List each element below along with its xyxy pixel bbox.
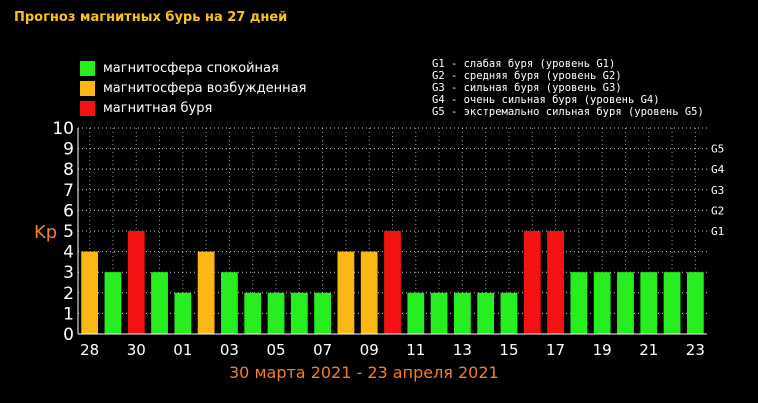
bar xyxy=(221,272,238,334)
bar xyxy=(197,251,215,334)
bar xyxy=(663,272,681,334)
x-tick-label: 15 xyxy=(499,341,518,359)
x-tick-label: 13 xyxy=(453,341,472,359)
g-tick-label: G4 xyxy=(711,163,725,176)
bar xyxy=(547,231,564,334)
x-tick-label: 17 xyxy=(546,341,565,359)
bar xyxy=(640,272,658,334)
bar xyxy=(174,292,192,334)
bar xyxy=(477,292,495,334)
y-tick-label: 0 xyxy=(63,325,74,345)
bar xyxy=(454,292,471,334)
y-tick-label: 10 xyxy=(52,119,74,139)
bar xyxy=(267,292,285,334)
bar xyxy=(593,272,611,334)
storm-level-g1: G1 - слабая буря (уровень G1) xyxy=(432,58,616,70)
bar xyxy=(500,292,518,334)
bar xyxy=(337,251,355,334)
storm-levels-list: G1 - слабая буря (уровень G1) G2 - средн… xyxy=(432,58,704,118)
legend-swatch-quiet xyxy=(80,60,95,76)
storm-level-g4: G4 - очень сильная буря (уровень G4) xyxy=(432,94,660,106)
x-tick-label: 23 xyxy=(686,341,705,359)
x-tick-label: 21 xyxy=(639,341,658,359)
x-tick-label: 30 xyxy=(127,341,146,359)
legend: магнитосфера спокойная магнитосфера возб… xyxy=(80,58,306,118)
bar xyxy=(127,231,145,334)
bar xyxy=(384,231,401,334)
y-tick-label: 3 xyxy=(63,263,74,283)
legend-swatch-storm xyxy=(80,100,95,116)
bar xyxy=(290,292,308,334)
x-tick-label: 01 xyxy=(173,341,192,359)
bar xyxy=(430,292,448,334)
storm-level-g3: G3 - сильная буря (уровень G3) xyxy=(432,82,622,94)
y-tick-label: 5 xyxy=(63,222,74,242)
y-tick-label: 4 xyxy=(63,243,74,263)
x-tick-label: 28 xyxy=(80,341,99,359)
chart-title: Прогноз магнитных бурь на 27 дней xyxy=(14,10,288,25)
x-tick-label: 09 xyxy=(360,341,379,359)
x-tick-label: 05 xyxy=(266,341,285,359)
legend-item-quiet: магнитосфера спокойная xyxy=(80,58,306,78)
bar xyxy=(523,231,541,334)
legend-swatch-excited xyxy=(80,80,95,96)
bar xyxy=(570,272,588,334)
storm-level-g2: G2 - средняя буря (уровень G2) xyxy=(432,70,622,82)
legend-label: магнитосфера спокойная xyxy=(103,60,279,76)
g-tick-label: G1 xyxy=(711,225,724,238)
legend-label: магнитная буря xyxy=(103,100,213,116)
g-tick-label: G5 xyxy=(711,143,724,156)
bar xyxy=(81,251,99,334)
bar xyxy=(360,251,378,334)
y-tick-label: 1 xyxy=(63,304,74,324)
bar xyxy=(314,292,331,334)
x-tick-label: 03 xyxy=(220,341,239,359)
x-axis-label: 30 марта 2021 - 23 апреля 2021 xyxy=(229,363,499,382)
y-tick-label: 2 xyxy=(63,284,74,304)
legend-item-excited: магнитосфера возбужденная xyxy=(80,78,306,98)
y-tick-label: 8 xyxy=(63,160,74,180)
bar xyxy=(151,272,168,334)
x-tick-label: 19 xyxy=(593,341,612,359)
storm-level-g5: G5 - экстремально сильная буря (уровень … xyxy=(432,106,704,118)
g-tick-label: G3 xyxy=(711,184,724,197)
bar xyxy=(407,292,425,334)
y-tick-label: 6 xyxy=(63,201,74,221)
legend-label: магнитосфера возбужденная xyxy=(103,80,307,96)
x-tick-label: 11 xyxy=(406,341,425,359)
y-axis-label: Kp xyxy=(34,222,57,243)
legend-item-storm: магнитная буря xyxy=(80,98,306,118)
bar xyxy=(617,272,634,334)
y-tick-label: 9 xyxy=(63,140,74,160)
x-tick-label: 07 xyxy=(313,341,332,359)
bar xyxy=(686,272,704,334)
bar xyxy=(104,272,122,334)
g-tick-label: G2 xyxy=(711,204,724,217)
bar xyxy=(244,292,262,334)
y-tick-label: 7 xyxy=(63,181,74,201)
